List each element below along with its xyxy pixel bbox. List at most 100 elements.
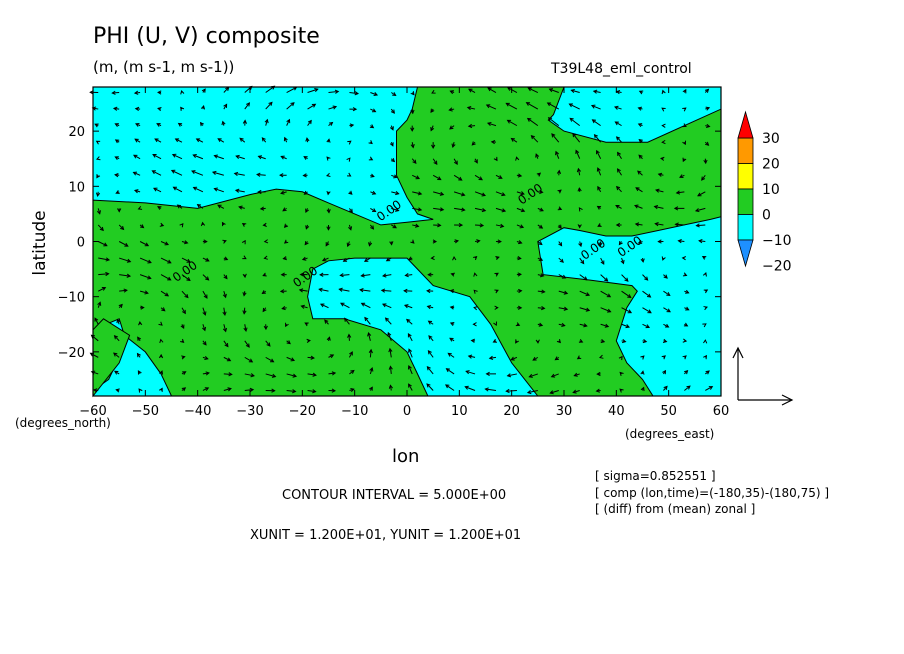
wind-vector [495,255,500,261]
wind-vector [682,140,687,146]
wind-vector [160,290,170,297]
wind-vector [242,255,247,260]
wind-vector [201,88,206,93]
wind-vector [404,273,413,278]
wind-vector [303,156,308,160]
wind-vector [426,365,434,375]
wind-vector [179,222,184,228]
wind-vector [527,87,539,93]
wind-vector [640,257,645,263]
y-tick-label: −20 [58,346,85,361]
wind-vector [244,387,255,393]
wind-vector [171,153,183,160]
wind-vector [160,257,172,264]
chart-title: PHI (U, V) composite [93,24,320,49]
wind-vector [202,371,210,376]
wind-vector [368,348,373,358]
wind-vector [348,351,353,358]
wind-vector [445,368,455,375]
wind-vector [170,169,183,176]
wind-vector [558,241,563,247]
wind-vector [370,190,377,195]
wind-vector [682,272,688,277]
wind-vector [515,339,519,344]
wind-vector [307,372,317,377]
wind-vector [663,290,671,296]
wind-vector [684,385,691,391]
wind-vector [181,257,191,263]
wind-vector [348,224,353,231]
wind-vector [384,317,392,325]
wind-vector [558,306,569,311]
wind-vector [598,354,604,359]
wind-vector [682,157,687,163]
wind-vector [495,174,503,179]
wind-vector [621,323,630,329]
wind-vector [407,364,413,375]
wind-vector [547,117,560,127]
wind-vector [410,142,415,149]
wind-vector [156,123,162,127]
wind-vector [222,307,227,317]
wind-vector [618,240,623,246]
wind-vector [200,104,206,110]
wind-vector [474,223,485,228]
run-id: T39L48_eml_control [551,61,692,77]
wind-vector [642,290,652,298]
wind-vector [535,153,540,159]
wind-vector [238,205,245,210]
wind-vector [579,323,588,328]
wind-vector [136,352,141,358]
wind-vector [304,322,309,327]
wind-vector [433,207,445,212]
wind-vector [572,132,581,143]
wind-vector [160,274,172,281]
wind-vector [139,290,149,295]
wind-vector [640,370,645,375]
wind-vector [454,239,460,244]
wind-vector [515,322,521,327]
wind-vector [701,174,706,181]
x-tick-label: 10 [451,404,468,419]
wind-vector [135,123,141,127]
y-tick-label: −10 [58,291,85,306]
wind-vector [410,239,415,244]
wind-vector [202,307,207,316]
wind-vector [391,92,397,96]
wind-vector [382,303,392,309]
wind-vector [449,288,455,294]
wind-vector [681,256,687,261]
wind-vector [321,257,329,262]
wind-vector [695,223,706,228]
wind-vector [684,306,690,311]
wind-vector [431,89,436,94]
wind-vector [634,204,643,209]
x-tick-label: −40 [184,404,211,419]
wind-vector [217,204,225,209]
wind-vector [408,383,413,391]
wind-vector [140,305,145,310]
wind-vector [263,239,269,244]
wind-vector [380,288,392,293]
wind-vector [432,174,442,181]
wind-vector [301,256,308,261]
wind-vector [92,388,99,393]
wind-vector [682,123,687,128]
wind-vector [701,256,707,260]
wind-vectors [89,85,714,395]
wind-vector [97,224,104,232]
wind-vector [704,88,710,93]
wind-vector [510,137,518,143]
wind-vector [412,174,421,180]
wind-vector [591,119,601,127]
wind-vector [576,167,582,176]
wind-vector [506,87,518,93]
wind-vector [348,190,353,195]
wind-vector [349,387,355,393]
wind-vector [118,303,123,309]
wind-vector [302,173,308,178]
colorbar-label: 20 [762,157,780,173]
wind-vector [112,106,120,111]
wind-vector [223,340,229,348]
wind-vector [113,335,120,342]
